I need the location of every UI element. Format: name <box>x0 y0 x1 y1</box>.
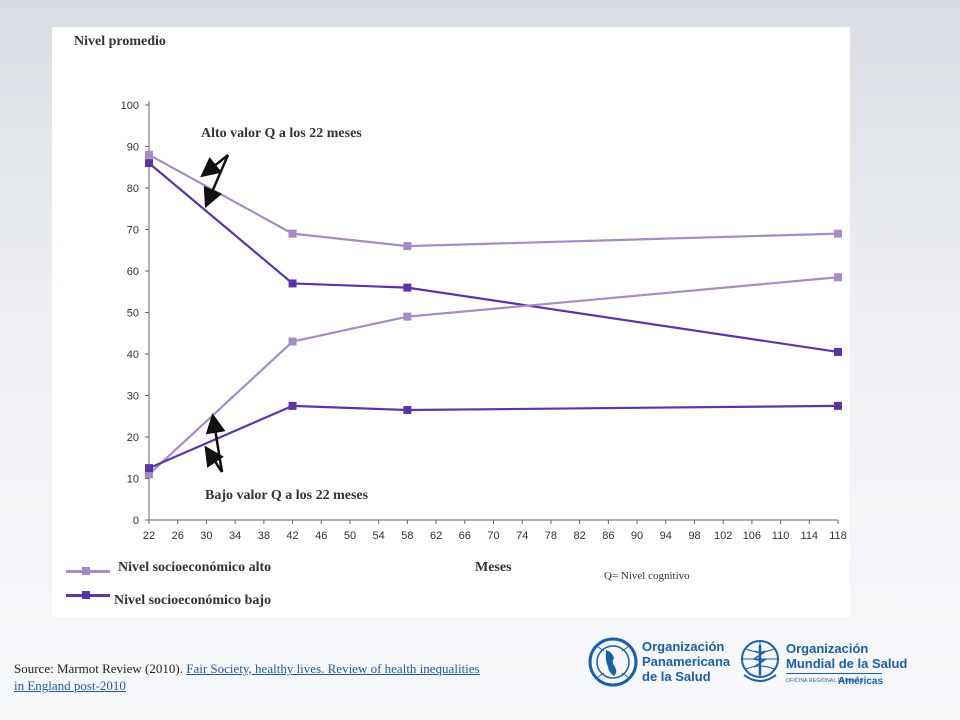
line-chart: 0 10 20 30 40 50 60 70 80 90 100 22 26 30 34 38 42 46 50 54… <box>121 100 847 542</box>
paho-emblem-icon <box>588 637 638 687</box>
paho-line-3: de la Salud <box>642 669 711 684</box>
source-link[interactable]: Fair Society, healthy lives. Review of h… <box>14 661 480 693</box>
x-tick-label: 22 <box>143 530 155 542</box>
data-point-bajo-1 <box>403 283 412 292</box>
data-point-alto-0 <box>288 229 297 238</box>
legend-label-bajo: Nivel socioeconómico bajo <box>114 593 272 608</box>
data-point-alto-2 <box>145 470 153 479</box>
y-tick-label: 20 <box>127 432 139 444</box>
data-point-alto-0 <box>834 229 842 238</box>
x-tick-label: 74 <box>516 530 528 542</box>
annotation-high-q: Alto valor Q a los 22 meses <box>201 126 362 142</box>
x-tick-label: 58 <box>401 530 413 542</box>
legend-marker-alto <box>82 567 90 575</box>
arrow-icon <box>200 154 229 178</box>
data-point-alto-0 <box>403 242 412 251</box>
x-tick-label: 102 <box>714 530 732 542</box>
x-tick-label: 38 <box>258 530 270 542</box>
who-divider <box>786 673 882 674</box>
source-citation: Source: Marmot Review (2010). Fair Socie… <box>14 660 484 694</box>
arrow-icon <box>203 154 230 209</box>
who-logo: Organización Mundial de la Salud OFICINA… <box>738 636 907 688</box>
x-tick-label: 90 <box>631 530 643 542</box>
data-point-bajo-1 <box>288 279 297 288</box>
x-tick-label: 66 <box>459 530 471 542</box>
x-tick-label: 54 <box>373 530 385 542</box>
x-tick-label: 106 <box>743 530 761 542</box>
who-line-2: Mundial de la Salud <box>786 656 908 671</box>
legend-marker-bajo <box>82 591 90 599</box>
data-point-alto-2 <box>403 312 412 321</box>
y-tick-label: 80 <box>127 183 139 195</box>
data-point-bajo-3 <box>834 401 842 410</box>
x-tick-label: 118 <box>829 530 847 542</box>
y-tick-label: 10 <box>127 474 139 486</box>
x-tick-label: 30 <box>200 530 212 542</box>
source-prefix: Source: Marmot Review (2010). <box>14 661 187 676</box>
data-point-bajo-1 <box>834 347 842 356</box>
data-point-alto-2 <box>288 337 297 346</box>
data-point-bajo-3 <box>145 464 153 473</box>
who-sub: OFICINA REGIONAL PARA LAS <box>786 678 864 684</box>
y-tick-label: 90 <box>127 142 139 154</box>
legend-label-alto: Nivel socioeconómico alto <box>118 560 272 575</box>
who-emblem-icon <box>741 640 779 682</box>
x-tick-label: 86 <box>602 530 614 542</box>
paho-line-2: Panamericana <box>642 654 731 669</box>
x-tick-label: 82 <box>574 530 586 542</box>
y-tick-label: 40 <box>127 349 139 361</box>
series-line-bajo-1 <box>148 162 839 354</box>
data-point-bajo-3 <box>403 406 412 415</box>
y-tick-label: 70 <box>127 225 139 237</box>
who-line-1: Organización <box>786 641 869 656</box>
data-point-bajo-3 <box>288 401 297 410</box>
y-axis-title: Nivel promedio <box>74 34 166 50</box>
who-region: Américas <box>838 676 884 687</box>
x-tick-label: 114 <box>801 530 819 542</box>
y-tick-label: 100 <box>121 100 139 112</box>
paho-logo: Organización Panamericana de la Salud <box>588 636 731 688</box>
x-tick-label: 94 <box>660 530 672 542</box>
x-tick-label: 26 <box>172 530 184 542</box>
x-tick-label: 78 <box>545 530 557 542</box>
x-axis-title: Meses <box>475 560 512 576</box>
y-tick-label: 30 <box>127 391 139 403</box>
x-tick-label: 62 <box>430 530 442 542</box>
x-tick-label: 50 <box>344 530 356 542</box>
data-point-bajo-1 <box>145 159 153 168</box>
paho-line-1: Organización <box>642 639 725 654</box>
x-tick-label: 42 <box>286 530 298 542</box>
x-tick-label: 70 <box>487 530 499 542</box>
x-tick-label: 110 <box>772 530 790 542</box>
arrow-icon <box>204 445 224 473</box>
note-q-definition: Q= Nivel cognitivo <box>604 570 690 582</box>
series-line-alto-0 <box>148 153 839 248</box>
x-tick-label: 98 <box>688 530 700 542</box>
data-point-alto-0 <box>145 150 153 159</box>
annotation-low-q: Bajo valor Q a los 22 meses <box>205 488 369 504</box>
y-tick-label: 0 <box>133 515 139 527</box>
series-line-alto-2 <box>148 276 839 476</box>
chart-panel: 0 10 20 30 40 50 60 70 80 90 100 22 26 30 34 38 42 46 50 54… <box>52 27 850 617</box>
series-line-bajo-3 <box>148 404 839 470</box>
y-tick-label: 50 <box>127 308 139 320</box>
x-tick-label: 46 <box>315 530 327 542</box>
data-point-alto-2 <box>834 273 842 282</box>
y-tick-label: 60 <box>127 266 139 278</box>
x-tick-label: 34 <box>229 530 241 542</box>
